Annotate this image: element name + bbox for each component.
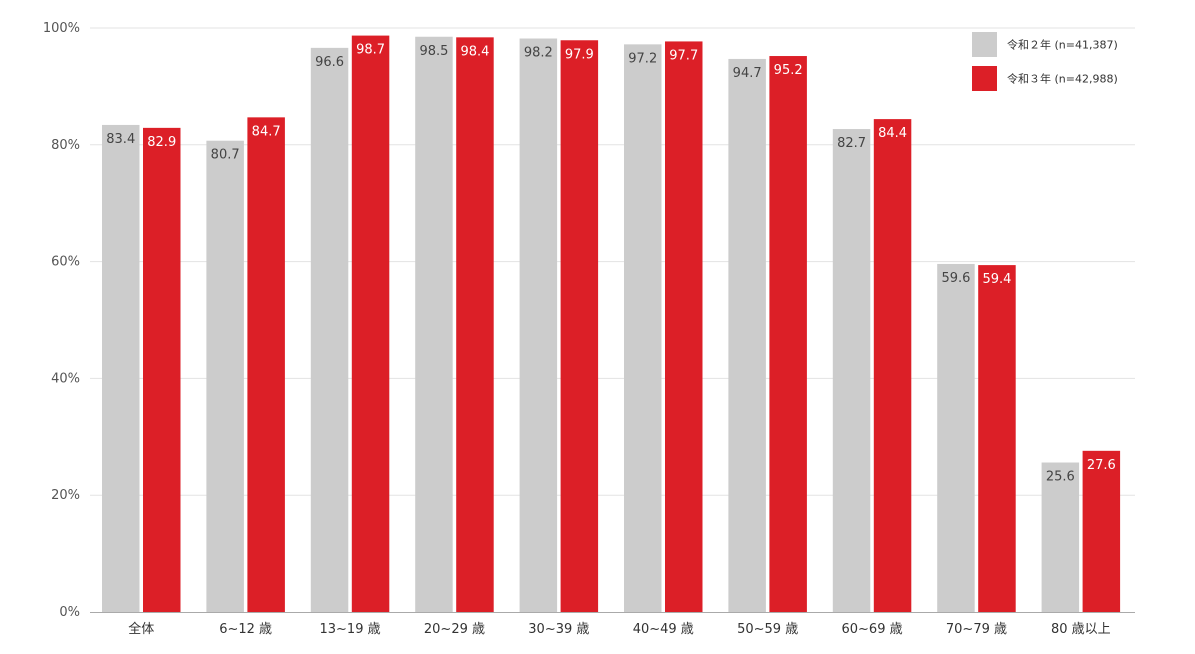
legend-swatch-series-2 [972,66,997,91]
value-label-series-2: 98.7 [356,43,385,58]
legend-label-series-2: 令和３年 (n=42,988) [1007,72,1118,86]
bar-series-1 [937,263,975,612]
value-labels: 83.4 82.9 80.7 84.7 96.6 98.7 98.5 98.4 98.2 97.9… [106,43,1116,485]
value-label-series-1: 80.7 [211,148,240,163]
value-label-series-2: 59.4 [982,272,1011,287]
bar-series-1 [832,129,871,613]
x-tick-label: 20~29 歳 [424,622,485,637]
value-label-series-2: 95.2 [774,63,803,78]
value-label-series-1: 98.2 [524,46,553,61]
x-tick-label: 全体 [128,621,154,637]
x-tick-label: 13~19 歳 [319,622,380,637]
x-tick-label: 50~59 歳 [737,622,798,637]
y-tick-label: 0% [59,605,80,620]
x-axis-ticks: 全体 6~12 歳 13~19 歳 20~29 歳 30~39 歳 40~49 歳 50~5… [128,621,1110,637]
y-tick-label: 60% [51,255,80,270]
value-label-series-1: 25.6 [1046,469,1075,484]
x-tick-label: 30~39 歳 [528,622,589,637]
value-label-series-2: 97.9 [565,47,594,62]
value-label-series-1: 83.4 [106,132,135,147]
bar-series-2 [1082,450,1121,612]
bar-series-2 [456,37,494,613]
legend-swatch-series-1 [972,32,997,57]
bar-series-2 [143,127,181,612]
bar-series-2 [978,265,1016,612]
x-tick-label: 60~69 歳 [841,622,902,637]
value-label-series-1: 94.7 [733,66,762,81]
value-label-series-1: 96.6 [315,55,344,70]
value-label-series-2: 27.6 [1087,458,1116,473]
value-label-series-2: 97.7 [669,48,698,63]
bar-series-1 [624,44,662,613]
bar-series-1 [519,38,558,612]
y-axis-ticks: 0% 20% 40% 60% 80% 100% [43,21,80,620]
bar-series-2 [665,41,703,612]
x-tick-label: 6~12 歳 [219,622,272,637]
x-tick-label: 80 歳以上 [1051,622,1111,637]
y-tick-label: 40% [51,371,80,386]
value-label-series-2: 82.9 [147,135,176,150]
bar-series-2 [247,117,285,613]
value-label-series-2: 98.4 [460,44,489,59]
value-label-series-2: 84.4 [878,126,907,141]
value-label-series-1: 59.6 [941,271,970,286]
bar-series-2 [873,119,912,612]
bar-series-2 [351,35,390,613]
bar-series-1 [728,58,766,612]
legend-label-series-1: 令和２年 (n=41,387) [1007,38,1118,52]
legend: 令和２年 (n=41,387) 令和３年 (n=42,988) [972,32,1118,91]
bar-series-1 [102,124,140,612]
y-tick-label: 100% [43,21,80,36]
y-tick-label: 20% [51,488,80,503]
y-tick-label: 80% [51,138,80,153]
bar-series-1 [206,140,244,612]
x-tick-label: 70~79 歳 [946,622,1007,637]
bars [102,35,1121,613]
value-label-series-1: 98.5 [419,44,448,59]
bar-series-2 [769,56,807,613]
bar-series-1 [1041,462,1080,612]
bar-series-1 [310,47,349,612]
value-label-series-1: 82.7 [837,136,866,151]
bar-series-1 [415,36,453,612]
x-tick-label: 40~49 歳 [633,622,694,637]
value-label-series-1: 97.2 [628,51,657,66]
bar-series-2 [560,40,599,613]
value-label-series-2: 84.7 [252,124,281,139]
